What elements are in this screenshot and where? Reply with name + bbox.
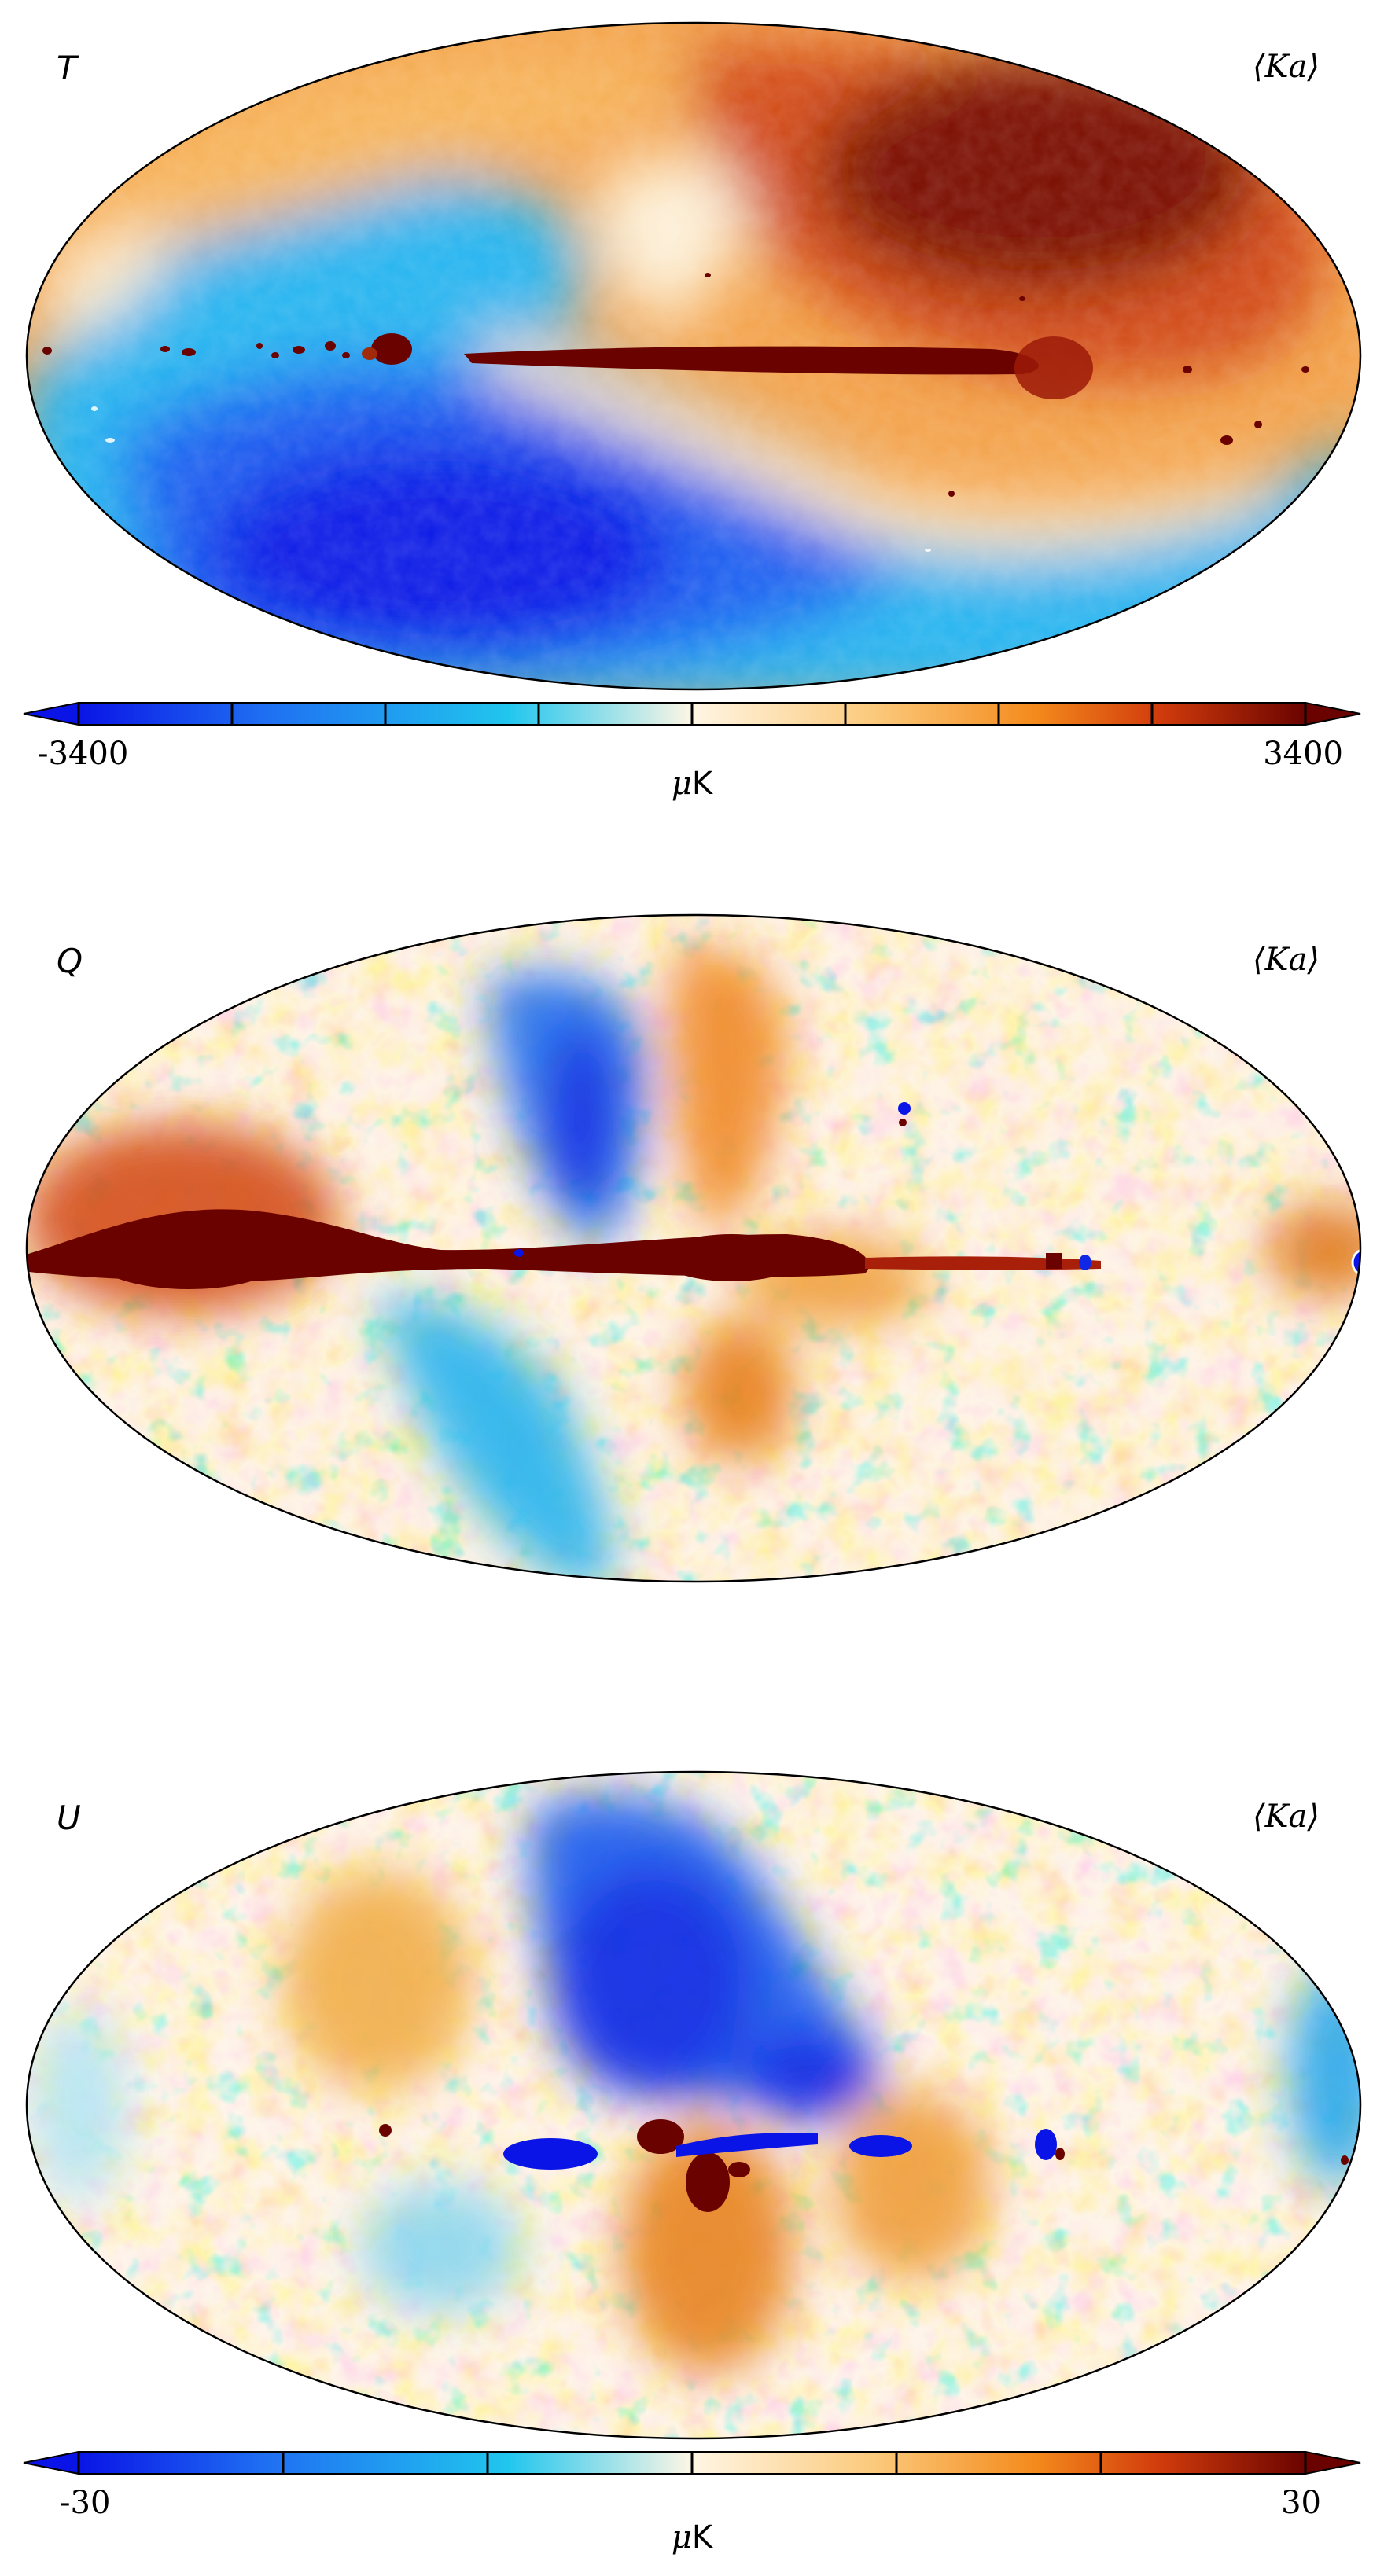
unit-symbol-2: K [691, 2519, 713, 2556]
sky-map-u [25, 1770, 1362, 2440]
colorbar-min-label: -3400 [38, 736, 129, 772]
band-label-q: ⟨Ka⟩ [1253, 942, 1320, 978]
band-label-u: ⟨Ka⟩ [1253, 1799, 1320, 1835]
stokes-label-u: U [57, 1799, 81, 1837]
sky-map-t [25, 21, 1362, 691]
colorbar-max-label: 3400 [1263, 736, 1343, 772]
panel-q: Q ⟨Ka⟩ [0, 888, 1384, 1611]
colorbar-unit-label: μK [0, 766, 1384, 802]
stokes-label-t: T [57, 49, 77, 87]
colorbar-min-label-2: -30 [60, 2485, 111, 2521]
unit-prefix: μ [671, 766, 692, 802]
panel-u: U ⟨Ka⟩ [0, 1745, 1384, 2468]
colorbar-polarization: -30 30 μK [0, 2449, 1384, 2574]
panel-t: T ⟨Ka⟩ [0, 0, 1384, 802]
colorbar-temperature: -3400 3400 μK [0, 700, 1384, 810]
colorbar-gradient-polarization [23, 2450, 1361, 2475]
sky-map-q [25, 913, 1362, 1583]
colorbar-gradient-temperature [23, 701, 1361, 726]
band-label-t: ⟨Ka⟩ [1253, 49, 1320, 85]
unit-symbol: K [691, 766, 713, 802]
unit-prefix-2: μ [671, 2519, 692, 2556]
stokes-label-q: Q [57, 942, 83, 980]
colorbar-max-label-2: 30 [1281, 2485, 1321, 2521]
colorbar-unit-label-2: μK [0, 2519, 1384, 2556]
